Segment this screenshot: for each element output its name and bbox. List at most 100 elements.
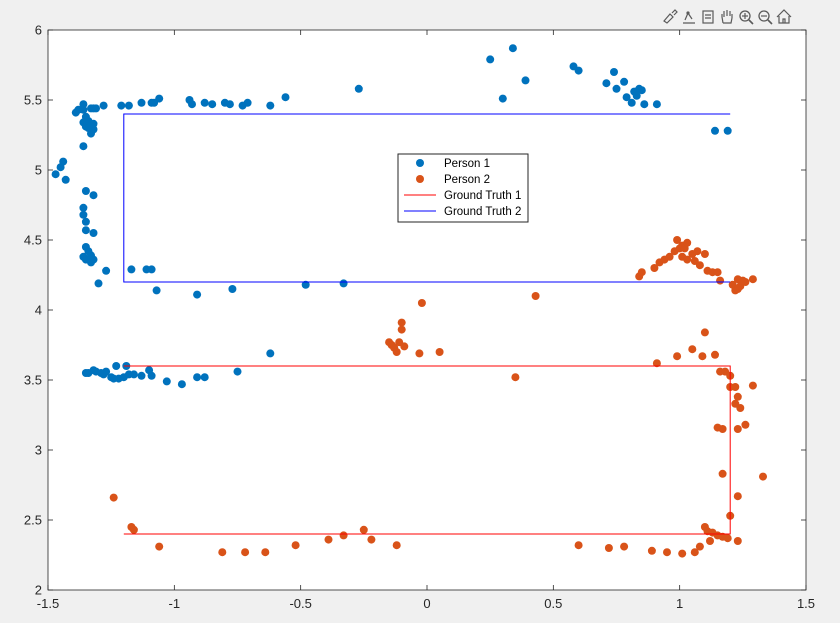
y-tick-label: 6	[35, 23, 42, 38]
person-2-point	[683, 238, 692, 247]
person-1-point	[339, 279, 348, 288]
person-2-point	[511, 373, 520, 382]
person-1-point	[521, 76, 530, 85]
person-2-point	[415, 349, 424, 358]
person-2-point	[700, 328, 709, 337]
y-tick-label: 2.5	[24, 513, 42, 528]
cursor-lines	[705, 14, 711, 19]
person-2-point	[417, 299, 426, 307]
person-1-point	[162, 377, 171, 386]
person-1-point	[640, 100, 649, 109]
legend-label: Ground Truth 2	[444, 206, 521, 218]
axes-toolbar	[663, 9, 792, 25]
person-2-point	[261, 548, 270, 557]
person-1-point	[137, 98, 146, 107]
person-1-point	[620, 77, 629, 86]
person-2-point	[339, 531, 348, 540]
person-2-point	[324, 535, 333, 544]
ground-truth-line	[123, 113, 731, 283]
legend-items: Person 1 Person 2 Ground Truth 1 Ground Tru…	[404, 158, 521, 218]
person-1-point	[79, 203, 88, 212]
y-tick-label: 5.5	[24, 93, 42, 108]
person-1-point	[112, 362, 121, 370]
brush-shape	[663, 9, 678, 24]
person-1-point	[632, 91, 641, 100]
person-2-point	[723, 534, 732, 543]
person-2-point	[738, 276, 747, 285]
person-1-point	[508, 44, 517, 53]
lens-handle	[748, 19, 754, 25]
person-1-point	[652, 100, 661, 109]
person-1-point	[124, 101, 133, 110]
person-2-point	[129, 525, 138, 534]
person-1-point	[193, 373, 202, 382]
person-1-point	[498, 94, 507, 103]
person-1-point	[177, 380, 186, 389]
legend-label: Person 1	[444, 158, 490, 170]
person-2-point	[731, 383, 740, 391]
legend-entry: Ground Truth 1	[404, 190, 521, 202]
person-2-point	[748, 381, 757, 390]
legend[interactable]: Person 1 Person 2 Ground Truth 1 Ground Tru…	[397, 153, 529, 223]
plot-area	[48, 30, 806, 590]
home-icon[interactable]	[776, 9, 792, 24]
person-1-point	[129, 370, 138, 379]
person-2-point	[718, 469, 727, 478]
person-2-point	[711, 350, 719, 359]
person-1-point	[243, 98, 252, 107]
person-1-point	[152, 286, 161, 295]
person-2-point	[359, 525, 368, 534]
person-2-point	[698, 352, 707, 361]
person-2-point	[637, 268, 646, 277]
y-tick-label: 4.5	[24, 233, 42, 248]
zoom-out-icon[interactable]	[758, 10, 773, 25]
series-person-2	[109, 236, 767, 558]
person-2-point	[716, 276, 725, 285]
y-tick-label: 3.5	[24, 373, 42, 388]
person-1-point	[99, 101, 108, 110]
person-1-point	[117, 101, 126, 110]
person-2-point	[665, 252, 674, 261]
person-1-point	[92, 104, 100, 113]
x-tick-label: -0.5	[289, 596, 311, 611]
person-1-point	[602, 79, 611, 88]
person-1-point	[281, 93, 290, 102]
plot-layer	[51, 44, 767, 558]
data-cursor-icon[interactable]	[702, 10, 714, 24]
x-tick-label: 0	[423, 596, 430, 611]
y-tick-label: 2	[35, 583, 42, 598]
series-ground-truth-1	[123, 365, 731, 535]
person-1-point	[711, 126, 719, 135]
person-2-point	[690, 548, 699, 557]
person-2-point	[663, 548, 671, 557]
x-tick-label: 1	[676, 596, 683, 611]
legend-marker-swatch	[416, 159, 424, 167]
person-1-point	[81, 226, 90, 235]
person-2-point	[706, 537, 714, 545]
person-1-point	[266, 349, 275, 358]
person-2-point	[731, 399, 740, 408]
person-2-point	[733, 537, 742, 545]
data-tips-icon[interactable]	[683, 11, 695, 24]
person-2-point	[695, 261, 704, 270]
lens	[739, 10, 751, 22]
person-2-point	[647, 546, 656, 555]
legend-entry: Person 2	[416, 174, 490, 186]
person-1-point	[79, 210, 88, 219]
person-1-point	[155, 94, 164, 103]
person-1-point	[127, 265, 136, 274]
person-2-point	[109, 493, 118, 502]
person-1-point	[193, 290, 202, 299]
pan-hand-icon[interactable]	[721, 10, 733, 24]
person-1-point	[486, 55, 495, 64]
person-2-point	[218, 548, 227, 557]
person-2-point	[367, 535, 376, 544]
person-2-point	[574, 541, 583, 550]
person-1-point	[147, 371, 156, 380]
brush-icon[interactable]	[663, 9, 678, 24]
zoom-in-icon[interactable]	[739, 10, 754, 25]
lens	[758, 10, 770, 22]
person-1-point	[84, 124, 93, 132]
person-1-point	[79, 105, 88, 114]
person-1-point	[612, 84, 621, 93]
